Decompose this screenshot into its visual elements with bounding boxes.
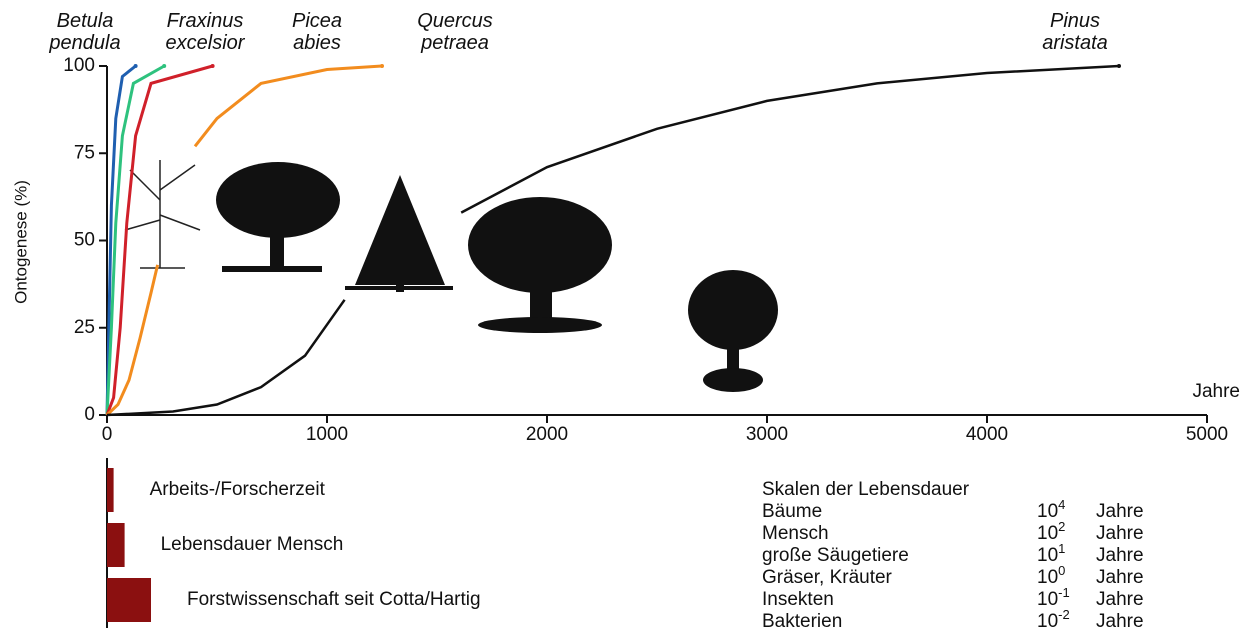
series-label-line: Betula (57, 10, 114, 32)
series-label-line: petraea (420, 32, 489, 54)
y-tick-label: 25 (74, 317, 95, 338)
table-title: Skalen der Lebensdauer (762, 479, 970, 500)
tree-spruce (345, 175, 453, 292)
table-unit: Jahre (1096, 545, 1144, 566)
series-line (105, 64, 137, 416)
table-unit: Jahre (1096, 523, 1144, 544)
tree-oak (468, 197, 612, 333)
bar-label: Arbeits-/Forscherzeit (150, 479, 326, 500)
table-exp: 2 (1058, 519, 1065, 534)
table-name: Bäume (762, 501, 822, 522)
series-label-line: aristata (1042, 32, 1108, 54)
table-name: Mensch (762, 523, 829, 544)
table-unit: Jahre (1096, 589, 1144, 610)
table-base: 104 (1037, 497, 1065, 522)
y-axis-label: Ontogenese (%) (11, 180, 30, 304)
series-label: Quercus petraea (417, 10, 493, 54)
table-name: große Säugetiere (762, 545, 909, 566)
table-base: 101 (1037, 541, 1065, 566)
y-tick-label: 75 (74, 142, 95, 163)
bar (107, 523, 125, 567)
y-tick-label: 0 (84, 404, 95, 425)
table-unit: Jahre (1096, 567, 1144, 588)
series-label-line: Pinus (1050, 10, 1100, 32)
series-label-line: pendula (48, 32, 120, 54)
table-name: Bakterien (762, 611, 842, 628)
series-label: Picea abies (292, 10, 342, 54)
table-exp: -2 (1058, 607, 1070, 622)
tree-birch (124, 160, 201, 269)
table-base: 100 (1037, 563, 1065, 588)
table-base: 102 (1037, 519, 1065, 544)
series-label: Pinus aristata (1042, 10, 1108, 54)
table-exp: 1 (1058, 541, 1065, 556)
x-tick-label: 1000 (306, 424, 348, 445)
series-label-line: Fraxinus (167, 10, 244, 32)
series-line (106, 64, 1120, 417)
tree-illustrations (124, 160, 778, 392)
table-base: 10-1 (1037, 585, 1070, 610)
series-end (380, 64, 384, 68)
series-label: Betula pendula (48, 10, 120, 54)
table-exp: 4 (1058, 497, 1065, 512)
bar-label: Forstwissenschaft seit Cotta/Hartig (187, 589, 481, 610)
series-label-line: abies (293, 32, 341, 54)
series-label: Fraxinus excelsior (166, 10, 246, 54)
table-unit: Jahre (1096, 611, 1144, 628)
bar (107, 468, 114, 512)
x-tick-label: 0 (102, 424, 113, 445)
tree-ash (216, 162, 340, 272)
bar (107, 578, 151, 622)
table-exp: 0 (1058, 563, 1065, 578)
series-label-line: Quercus (417, 10, 493, 32)
series-label-line: excelsior (166, 32, 246, 54)
tree-pine (688, 270, 778, 392)
bar-label: Lebensdauer Mensch (161, 534, 344, 555)
series-line (105, 64, 165, 416)
x-tick-label: 2000 (526, 424, 568, 445)
series-end (1117, 64, 1121, 68)
series-end (133, 64, 138, 68)
table-name: Gräser, Kräuter (762, 567, 893, 588)
x-tick-label: 5000 (1186, 424, 1228, 445)
table-exp: -1 (1058, 585, 1070, 600)
series-line (105, 64, 383, 417)
series-end (210, 64, 215, 68)
y-tick-label: 50 (74, 230, 95, 251)
x-tick-label: 3000 (746, 424, 788, 445)
table-unit: Jahre (1096, 501, 1144, 522)
y-tick-label: 100 (63, 55, 95, 76)
x-axis-label: Jahre (1192, 381, 1240, 402)
series-label-line: Picea (292, 10, 342, 32)
table-name: Insekten (762, 589, 834, 610)
x-tick-label: 4000 (966, 424, 1008, 445)
series-line (105, 64, 214, 416)
table-base: 10-2 (1037, 607, 1070, 628)
series-end (162, 64, 167, 68)
